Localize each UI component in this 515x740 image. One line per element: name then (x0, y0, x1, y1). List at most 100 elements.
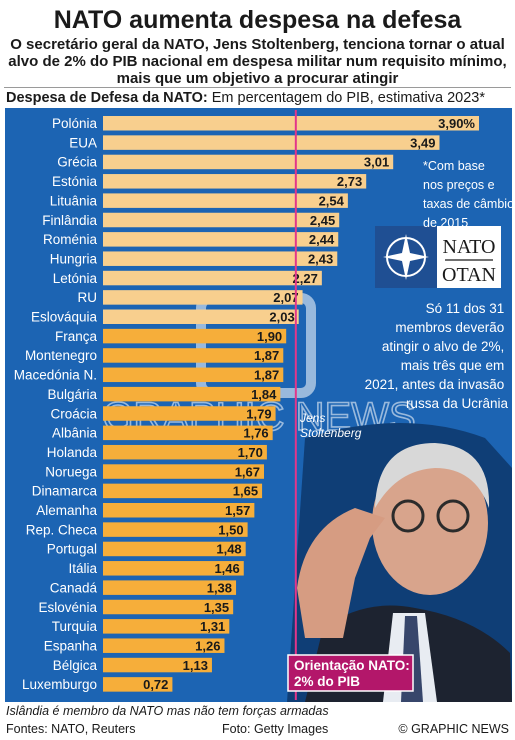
guideline-label: Orientação NATO: 2% do PIB (287, 654, 414, 692)
bar (103, 561, 244, 576)
basis-note-line: *Com base (423, 159, 485, 173)
nato-logo: NATO OTAN (375, 226, 501, 288)
value-label: 2,44 (309, 232, 335, 247)
members-note-line: russa da Ucrânia (406, 396, 509, 411)
bar (103, 154, 394, 170)
bar (103, 599, 234, 615)
category-label: Rep. Checa (26, 522, 98, 537)
category-label: Eslovénia (38, 600, 97, 615)
bar (103, 425, 273, 441)
value-label: 1,87 (254, 348, 279, 363)
bar (103, 135, 440, 150)
bar (103, 464, 265, 479)
category-label: Dinamarca (32, 484, 98, 499)
bar (103, 677, 173, 692)
value-label: 1,84 (251, 387, 277, 402)
sources-text: Fontes: NATO, Reuters (6, 722, 136, 736)
photo-hair (375, 443, 490, 508)
value-label: 2,03 (269, 310, 294, 325)
chart-title: Despesa de Defesa da NATO: Em percentage… (6, 89, 485, 107)
bar (103, 232, 339, 247)
bar (103, 522, 248, 537)
photo-credit: Foto: Getty Images (222, 722, 329, 736)
bar (103, 212, 340, 228)
category-label: Bulgária (47, 387, 97, 402)
bar (103, 328, 287, 344)
category-label: Luxemburgo (22, 677, 97, 692)
category-label: Bélgica (53, 658, 98, 673)
value-label: 0,72 (143, 677, 168, 692)
bar (103, 657, 212, 673)
category-label: Hungria (50, 251, 98, 266)
basis-note-line: taxas de câmbio (423, 197, 512, 211)
bar (103, 270, 322, 286)
value-label: 1,35 (204, 600, 229, 615)
chart-title-rest: Em percentagem do PIB, estimativa 2023* (207, 90, 485, 106)
bar (103, 290, 303, 305)
bar (103, 367, 284, 383)
value-label: 1,67 (235, 464, 260, 479)
guideline-label-box (287, 654, 414, 692)
photo-glasses-left (391, 499, 425, 533)
bar (103, 541, 246, 557)
category-label: Eslováquia (31, 310, 98, 325)
category-label: Holanda (47, 445, 98, 460)
nato-logo-text-bg (437, 226, 501, 288)
value-label: 2,43 (308, 251, 333, 266)
portrait-caption-line: Jens (299, 411, 325, 425)
category-label: Espanha (44, 638, 98, 653)
bar (103, 406, 276, 421)
members-note-line: Só 11 dos 31 (426, 301, 505, 316)
value-label: 1,13 (183, 658, 208, 673)
value-label: 3,49 (410, 135, 435, 150)
portrait-caption-line: Stoltenberg (300, 426, 362, 440)
bar (103, 503, 255, 518)
category-label: Roménia (43, 232, 98, 247)
category-label: Macedónia N. (14, 368, 97, 383)
category-label: RU (78, 290, 98, 305)
bar (103, 251, 338, 266)
copyright-credit: © GRAPHIC NEWS (398, 722, 509, 736)
members-note-line: atingir o alvo de 2%, (382, 339, 504, 354)
bar (103, 638, 225, 653)
category-label: Finlândia (42, 213, 97, 228)
members-note: Só 11 dos 31 membros deverão atingir o a… (365, 301, 509, 411)
value-label: 1,90 (257, 329, 282, 344)
value-label: 1,38 (207, 580, 232, 595)
bar (103, 348, 284, 363)
bar (103, 619, 230, 634)
value-label: 2,54 (319, 193, 345, 208)
value-label: 1,26 (195, 638, 220, 653)
members-note-line: mais três que em (401, 358, 505, 373)
members-note-line: membros deverão (395, 320, 504, 335)
category-label: Turquia (52, 619, 98, 634)
photo-head (372, 451, 488, 595)
value-label: 1,76 (243, 426, 268, 441)
bar (103, 580, 237, 595)
value-label: 1,31 (200, 619, 225, 634)
header-divider (4, 87, 511, 88)
category-label: França (55, 329, 98, 344)
category-label: Canadá (50, 580, 98, 595)
members-note-line: 2021, antes da invasão (365, 377, 505, 392)
nato-logo-compass-star (383, 234, 429, 280)
bar (103, 193, 348, 208)
value-label: 1,48 (216, 542, 241, 557)
category-label: Alemanha (36, 503, 97, 518)
category-label: Grécia (57, 155, 97, 170)
category-label: EUA (69, 135, 97, 150)
bars-group: Polónia 3,90% EUA 3,49 Grécia 3,01 Estónia 2,73… (14, 116, 479, 692)
bar-chart: GRAPHIC NEWS Polónia3,90%EUA3,49Grécia3,… (5, 108, 512, 702)
category-label: Letónia (53, 271, 98, 286)
basis-note: *Com base nos preços e taxas de câmbio d… (423, 159, 512, 230)
stoltenberg-photo (287, 423, 512, 702)
photo-glasses-right (436, 499, 470, 533)
category-label: Estónia (52, 174, 98, 189)
portrait-caption: Jens Stoltenberg (299, 411, 362, 440)
category-label: Polónia (52, 116, 98, 131)
nato-logo-top: NATO (443, 236, 496, 258)
chart-title-bold: Despesa de Defesa da NATO: (6, 90, 208, 106)
photo-hand (297, 508, 385, 638)
footnote-iceland: Islândia é membro da NATO mas não tem fo… (6, 704, 329, 718)
page-title: NATO aumenta despesa na defesa (53, 6, 462, 34)
